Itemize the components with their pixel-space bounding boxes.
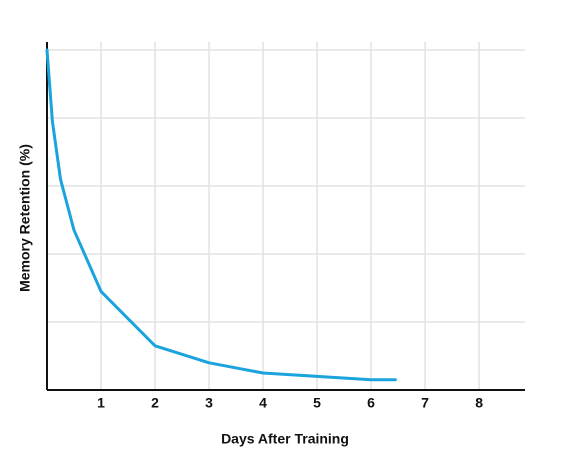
x-tick-label: 3 [205,395,213,411]
x-tick-label: 8 [475,395,483,411]
x-tick-label: 7 [421,395,429,411]
retention-curve [45,48,397,382]
x-axis-label: Days After Training [221,431,349,447]
x-tick-label: 4 [259,395,267,411]
x-tick-label: 1 [97,395,105,411]
y-axis-label: Memory Retention (%) [17,144,33,292]
x-tick-label: 6 [367,395,375,411]
x-tick-label: 2 [151,395,159,411]
x-tick-label: 5 [313,395,321,411]
